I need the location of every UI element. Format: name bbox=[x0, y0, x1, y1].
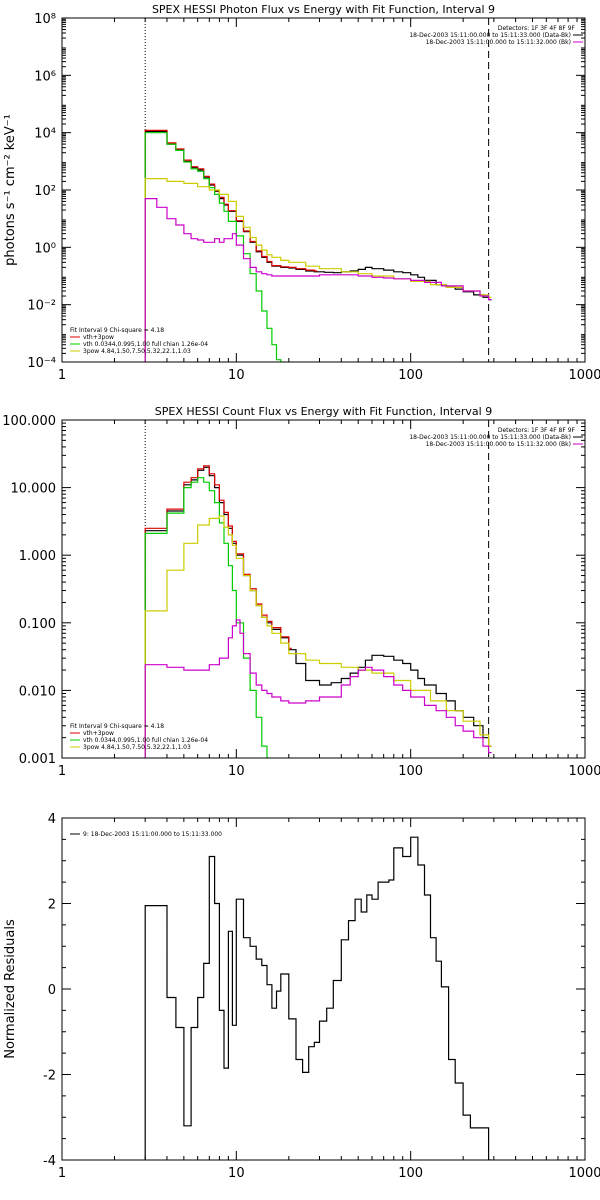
chart-0-ytick-label-2: 10⁰ bbox=[34, 241, 56, 256]
chart-0-series-0-line bbox=[144, 130, 492, 362]
chart-1-xtick-label-1: 10 bbox=[228, 764, 245, 779]
chart-2-xtick-label-0: 1 bbox=[58, 1166, 66, 1181]
chart-2-xtick-label-3: 1000 bbox=[568, 1166, 600, 1181]
chart-1-x-minor-ticks bbox=[113, 420, 578, 758]
chart-1-series-3-line bbox=[144, 515, 492, 758]
chart-2-ylabel: Normalized Residuals bbox=[3, 919, 18, 1059]
chart-0-x-minor-ticks bbox=[113, 18, 578, 362]
chart-0-xtick-label-1: 10 bbox=[228, 368, 245, 383]
chart-0-ylabel: photons s⁻¹ cm⁻² keV⁻¹ bbox=[3, 114, 18, 266]
chart-1-ytick-label-1: 0.010 bbox=[19, 684, 56, 699]
chart-0-xtick-label-3: 1000 bbox=[568, 368, 600, 383]
chart-1-legend-right-entry-1: 18-Dec-2003 15:11:00.000 to 15:11:32.000… bbox=[426, 441, 571, 448]
chart-0-legend-right-header: Detectors: 1F 3F 4F 8F 9F bbox=[498, 25, 576, 32]
chart-1-series-4-line bbox=[144, 619, 492, 758]
chart-2-xtick-label-2: 100 bbox=[398, 1166, 423, 1181]
chart-2-ytick-label-4: 4 bbox=[48, 812, 56, 827]
chart-0-series-4-line bbox=[144, 198, 492, 362]
chart-1-legend-left-entry-1: vth 0.0344,0.995,1.00 full chian 1.26e-0… bbox=[83, 737, 208, 744]
count-flux-panel: SPEX HESSI Count Flux vs Energy with Fit… bbox=[2, 405, 600, 779]
chart-0-ytick-label-4: 10⁴ bbox=[34, 127, 56, 142]
chart-0-ytick-label-6: 10⁸ bbox=[34, 12, 56, 27]
chart-1-frame bbox=[61, 419, 586, 759]
chart-0-xtick-label-2: 100 bbox=[398, 368, 423, 383]
normalized-residuals-panel: Normalized Residuals 1 10 100 1000 -4 -2 0 2 4 9: … bbox=[3, 812, 600, 1181]
chart-0-xtick-label-0: 1 bbox=[58, 368, 66, 383]
chart-0-legend-left-entry-1: vth 0.0344,0.995,1.00 full chian 1.26e-0… bbox=[83, 341, 208, 348]
chart-2-ytick-label-1: -2 bbox=[43, 1069, 56, 1084]
chart-1-y-minor-ticks bbox=[62, 422, 585, 739]
chart-1-xtick-label-0: 1 bbox=[58, 764, 66, 779]
chart-0-frame bbox=[61, 17, 586, 363]
chart-0-legend-left-entry-0: vth+3pow bbox=[83, 334, 114, 341]
chart-0-title: SPEX HESSI Photon Flux vs Energy with Fi… bbox=[152, 3, 495, 16]
chart-1-legend-left-entry-2: 3pow 4.84,1.50,7.50,5.32,22.1,1.03 bbox=[83, 744, 191, 751]
chart-1-legend-right-entry-0: 18-Dec-2003 15:11:00.000 to 15:11:33.000… bbox=[409, 434, 571, 441]
chart-0-y-minor-ticks bbox=[62, 18, 585, 354]
chart-2-series-0-line bbox=[144, 836, 492, 1160]
photon-flux-panel: SPEX HESSI Photon Flux vs Energy with Fi… bbox=[3, 3, 600, 383]
chart-1-legend-right-header: Detectors: 1F 3F 4F 8F 9F bbox=[498, 427, 576, 434]
chart-1-ytick-label-0: 0.001 bbox=[19, 752, 56, 767]
chart-1-legend-left-header: Fit Interval 9 Chi-square = 4.18 bbox=[70, 723, 164, 730]
chart-0-ytick-label-1: 10⁻² bbox=[27, 299, 56, 314]
chart-0-series-3-line bbox=[144, 178, 492, 362]
chart-0-ytick-label-5: 10⁶ bbox=[34, 69, 56, 84]
chart-2-x-minor-ticks bbox=[113, 818, 578, 1160]
chart-0-legend-left-entry-2: 3pow 4.84,1.50,7.50,5.32,22.1,1.03 bbox=[83, 348, 191, 355]
chart-0-series-2-line bbox=[144, 132, 284, 362]
chart-1-ytick-label-4: 10.000 bbox=[11, 482, 57, 497]
chart-1-ytick-label-2: 0.100 bbox=[19, 617, 56, 632]
chart-2-ytick-label-2: 0 bbox=[48, 983, 56, 998]
chart-0-series-1-line bbox=[144, 129, 318, 362]
chart-2-ytick-label-3: 2 bbox=[48, 898, 56, 913]
chart-1-legend-left-entry-0: vth+3pow bbox=[83, 730, 114, 737]
chart-2-legend-left-entry-0: 9: 18-Dec-2003 15:11:00.000 to 15:11:33.… bbox=[83, 831, 222, 838]
chart-0-legend-left-header: Fit Interval 9 Chi-square = 4.18 bbox=[70, 327, 164, 334]
chart-0-ytick-label-3: 10² bbox=[34, 184, 56, 199]
chart-2-xtick-label-1: 10 bbox=[228, 1166, 245, 1181]
chart-0-ytick-label-0: 10⁻⁴ bbox=[27, 356, 56, 371]
chart-1-title: SPEX HESSI Count Flux vs Energy with Fit… bbox=[155, 405, 492, 418]
chart-1-xtick-label-2: 100 bbox=[398, 764, 423, 779]
chart-0-legend-right-entry-0: 18-Dec-2003 15:11:00.000 to 15:11:33.000… bbox=[409, 32, 571, 39]
chart-1-xtick-label-3: 1000 bbox=[568, 764, 600, 779]
chart-1-ytick-label-3: 1.000 bbox=[19, 549, 56, 564]
chart-2-frame bbox=[61, 817, 586, 1161]
chart-0-legend-right-entry-1: 18-Dec-2003 15:11:00.000 to 15:11:32.000… bbox=[426, 39, 571, 46]
chart-2-ytick-label-0: -4 bbox=[43, 1154, 56, 1169]
chart-1-ytick-label-5: 100.000 bbox=[2, 414, 56, 429]
